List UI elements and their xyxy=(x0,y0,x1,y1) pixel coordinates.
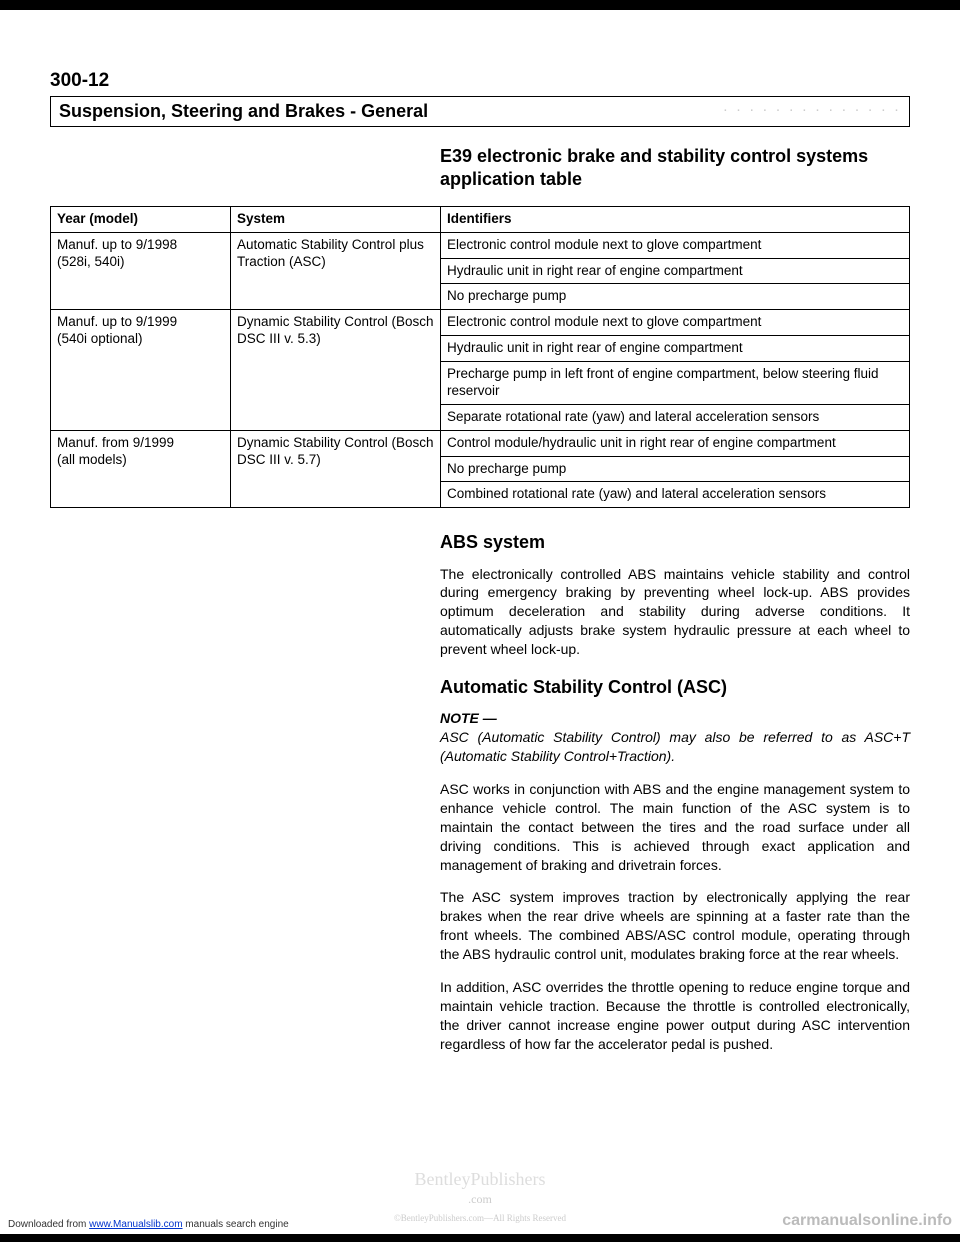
cell-id: No precharge pump xyxy=(441,284,910,310)
note-body: ASC (Automatic Stability Control) may al… xyxy=(440,729,910,764)
watermark-line2: .com xyxy=(468,1192,492,1206)
table-row: Manuf. from 9/1999 (all models) Dynamic … xyxy=(51,430,910,456)
asc-note: NOTE — ASC (Automatic Stability Control)… xyxy=(440,709,910,766)
body-text-column: ABS system The electronically controlled… xyxy=(440,530,910,1053)
cell-id: Precharge pump in left front of engine c… xyxy=(441,362,910,405)
application-table: Year (model) System Identifiers Manuf. u… xyxy=(50,206,910,509)
th-identifiers: Identifiers xyxy=(441,206,910,232)
cell-id: No precharge pump xyxy=(441,456,910,482)
cell-year: Manuf. from 9/1999 (all models) xyxy=(51,430,231,508)
footer-right: carmanualsonline.info xyxy=(782,1212,952,1230)
page-content: 300-12 Suspension, Steering and Brakes -… xyxy=(0,0,960,1098)
cell-id: Electronic control module next to glove … xyxy=(441,310,910,336)
cell-system: Dynamic Stability Control (Bosch DSC III… xyxy=(231,310,441,430)
cell-year: Manuf. up to 9/1998 (528i, 540i) xyxy=(51,232,231,310)
page-number: 300-12 xyxy=(50,70,910,92)
asc-heading: Automatic Stability Control (ASC) xyxy=(440,675,910,699)
cell-id: Control module/hydraulic unit in right r… xyxy=(441,430,910,456)
asc-paragraph: ASC works in conjunction with ABS and th… xyxy=(440,780,910,874)
cell-system: Automatic Stability Control plus Tractio… xyxy=(231,232,441,310)
th-year: Year (model) xyxy=(51,206,231,232)
abs-heading: ABS system xyxy=(440,530,910,554)
footer-post: manuals search engine xyxy=(183,1219,289,1230)
table-row: Manuf. up to 9/1998 (528i, 540i) Automat… xyxy=(51,232,910,258)
year-text: Manuf. from 9/1999 (all models) xyxy=(57,435,174,467)
section-header: Suspension, Steering and Brakes - Genera… xyxy=(50,96,910,127)
watermark-line3: ©BentleyPublishers.com—All Rights Reserv… xyxy=(394,1213,566,1223)
year-text: Manuf. up to 9/1999 (540i optional) xyxy=(57,314,177,346)
asc-paragraph: In addition, ASC overrides the throttle … xyxy=(440,978,910,1054)
cell-id: Separate rotational rate (yaw) and later… xyxy=(441,404,910,430)
cell-id: Hydraulic unit in right rear of engine c… xyxy=(441,336,910,362)
year-text: Manuf. up to 9/1998 (528i, 540i) xyxy=(57,237,177,269)
top-bar xyxy=(0,0,960,10)
abs-paragraph: The electronically controlled ABS mainta… xyxy=(440,565,910,659)
section-title: Suspension, Steering and Brakes - Genera… xyxy=(59,101,428,122)
table-header-row: Year (model) System Identifiers xyxy=(51,206,910,232)
cell-year: Manuf. up to 9/1999 (540i optional) xyxy=(51,310,231,430)
footer-link[interactable]: www.Manualslib.com xyxy=(89,1219,182,1230)
footer-pre: Downloaded from xyxy=(8,1219,89,1230)
th-system: System xyxy=(231,206,441,232)
footer-left: Downloaded from www.Manualslib.com manua… xyxy=(8,1219,289,1230)
table-row: Manuf. up to 9/1999 (540i optional) Dyna… xyxy=(51,310,910,336)
cell-id: Combined rotational rate (yaw) and later… xyxy=(441,482,910,508)
cell-id: Hydraulic unit in right rear of engine c… xyxy=(441,258,910,284)
sub-heading: E39 electronic brake and stability contr… xyxy=(440,145,910,192)
cell-system: Dynamic Stability Control (Bosch DSC III… xyxy=(231,430,441,508)
header-fade-text: · · · · · · · · · · · · · · xyxy=(723,101,901,122)
bottom-bar xyxy=(0,1234,960,1242)
cell-id: Electronic control module next to glove … xyxy=(441,232,910,258)
watermark-line1: BentleyPublishers xyxy=(415,1169,546,1189)
asc-paragraph: The ASC system improves traction by elec… xyxy=(440,888,910,964)
note-label: NOTE — xyxy=(440,710,497,726)
